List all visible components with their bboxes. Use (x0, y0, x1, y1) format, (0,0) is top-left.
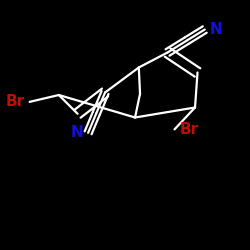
Text: N: N (210, 22, 222, 37)
Text: N: N (70, 125, 83, 140)
Text: Br: Br (180, 122, 199, 137)
Text: Br: Br (6, 94, 25, 109)
